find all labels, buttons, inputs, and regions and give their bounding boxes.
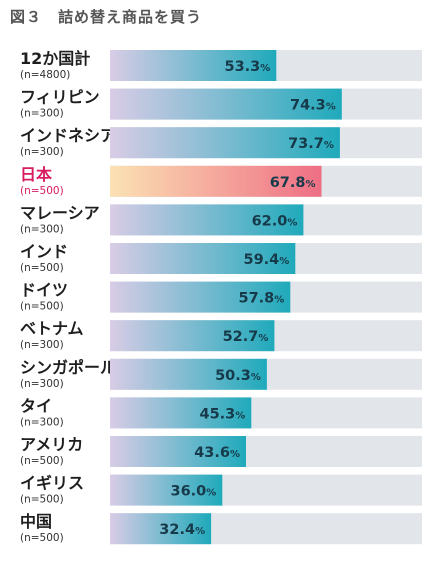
category-label: 12か国計 <box>20 49 90 68</box>
value-label: 59.4% <box>243 252 289 268</box>
bar-row: インドネシア(n=300) 73.7% <box>20 126 422 159</box>
category-label: シンガポール <box>20 358 116 377</box>
bar-row: ベトナム(n=300) 52.7% <box>20 319 422 352</box>
sample-size-label: (n=500) <box>20 455 64 467</box>
value-bar <box>110 358 267 390</box>
category-label: 日本 <box>20 165 52 184</box>
value-label: 45.3% <box>199 406 245 422</box>
bar-row: フィリピン(n=300) 74.3% <box>20 88 422 120</box>
category-label: アメリカ <box>20 435 83 454</box>
category-label: インド <box>20 242 68 261</box>
bar-row: シンガポール(n=300) 50.3% <box>20 358 422 390</box>
sample-size-label: (n=300) <box>20 223 64 235</box>
value-label: 43.6% <box>194 445 240 461</box>
value-label: 32.4% <box>159 522 205 538</box>
value-bar <box>110 320 275 352</box>
sample-size-label: (n=500) <box>20 532 64 544</box>
value-label: 52.7% <box>223 329 269 345</box>
value-label: 57.8% <box>238 291 284 307</box>
sample-size-label: (n=300) <box>20 146 64 158</box>
sample-size-label: (n=4800) <box>20 69 70 81</box>
chart-title: 図３ 詰め替え商品を買う <box>10 8 203 26</box>
value-bar <box>110 88 342 120</box>
category-label: インドネシア <box>20 126 116 145</box>
value-bar <box>110 165 322 197</box>
value-bar <box>110 204 304 236</box>
value-label: 53.3% <box>224 59 270 75</box>
bar-row: イギリス(n=500) 36.0% <box>20 474 422 506</box>
category-label: フィリピン <box>20 88 100 107</box>
sample-size-label: (n=500) <box>20 185 64 197</box>
value-bar <box>110 436 246 467</box>
category-label: 中国 <box>20 512 52 531</box>
category-label: ベトナム <box>20 319 84 338</box>
bar-row: マレーシア(n=300) 62.0% <box>20 203 422 236</box>
value-label: 73.7% <box>288 136 334 152</box>
category-label: イギリス <box>20 474 84 493</box>
bar-row: 中国(n=500) 32.4% <box>20 512 422 545</box>
sample-size-label: (n=500) <box>20 494 64 506</box>
value-label: 62.0% <box>252 213 298 229</box>
sample-size-label: (n=300) <box>20 108 64 120</box>
sample-size-label: (n=300) <box>20 378 64 390</box>
value-bar <box>110 474 223 506</box>
value-label: 67.8% <box>270 175 316 191</box>
bar-row: アメリカ(n=500) 43.6% <box>20 435 422 467</box>
category-label: マレーシア <box>20 203 100 222</box>
value-bar <box>110 397 252 429</box>
value-bar <box>110 513 212 545</box>
sample-size-label: (n=500) <box>20 301 64 313</box>
bar-row: タイ(n=300) 45.3% <box>20 396 422 429</box>
value-label: 50.3% <box>215 368 261 384</box>
value-bar <box>110 127 340 159</box>
value-bar <box>110 281 291 313</box>
sample-size-label: (n=300) <box>20 339 64 351</box>
bar-row: 日本(n=500) 67.8% <box>20 165 422 197</box>
bar-row: 12か国計(n=4800) 53.3% <box>20 49 422 81</box>
bar-row: ドイツ(n=500) 57.8% <box>20 281 422 313</box>
value-label: 36.0% <box>170 484 216 500</box>
value-label: 74.3% <box>290 98 336 114</box>
category-label: タイ <box>20 396 52 415</box>
sample-size-label: (n=300) <box>20 416 64 428</box>
sample-size-label: (n=500) <box>20 262 64 274</box>
category-label: ドイツ <box>20 281 68 300</box>
bar-row: インド(n=500) 59.4% <box>20 242 422 274</box>
value-bar <box>110 50 277 81</box>
value-bar <box>110 243 296 274</box>
